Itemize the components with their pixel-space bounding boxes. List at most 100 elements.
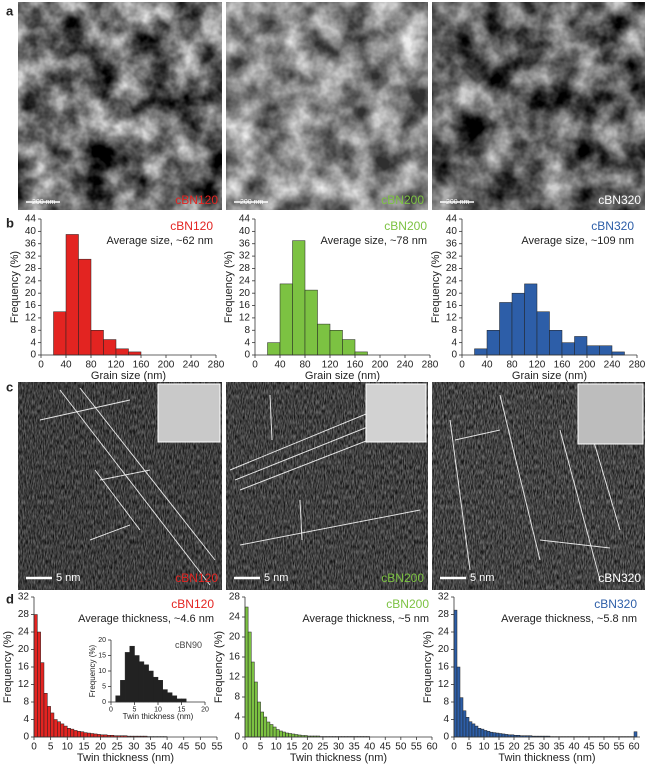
bar [468,721,473,738]
bar [275,729,280,738]
sample-label: cBN200 [381,571,424,585]
x-tick-label: 10 [478,742,490,753]
y-tick-label: 12 [239,313,251,324]
bar [138,661,145,703]
x-tick-label: 40 [568,742,580,753]
x-tick-label: 20 [201,707,209,714]
x-axis-label: Grain size (nm) [305,370,380,382]
bar [536,311,550,356]
bar [53,719,58,738]
bar [53,311,67,356]
y-tick-label: 24 [18,627,30,638]
y-axis-label: Frequency (%) [213,631,225,703]
y-tick-label: 20 [446,288,458,299]
bar [77,731,81,738]
bar [611,351,625,356]
tem-texture [226,2,428,210]
y-tick-label: 8 [23,697,29,708]
bar [120,680,126,703]
bar [292,240,306,356]
x-tick-label: 0 [252,360,258,371]
bar [489,731,494,738]
y-tick-label: 0 [23,732,29,743]
y-tick-label: 24 [239,275,251,286]
bar [60,723,65,738]
bar [244,606,249,738]
bar [477,728,482,738]
bar [524,283,538,356]
x-tick-label: 15 [286,742,298,753]
y-axis-label: Frequency (%) [88,644,97,697]
annotation: Average thickness, ~4.6 nm [78,613,214,625]
bar [90,330,104,356]
x-axis-label: Twin thickness (nm) [498,752,595,764]
sample-label: cBN120 [175,571,218,585]
y-tick-label: 12 [446,313,458,324]
bar [167,692,173,703]
annotation: Average size, ~78 nm [321,235,428,247]
y-tick-label: 44 [25,214,37,225]
x-tick-label: 45 [583,742,595,753]
bar [37,631,41,738]
chart-title: cBN200 [386,597,429,611]
y-tick-label: 44 [446,214,458,225]
y-tick-label: 10 [98,668,106,675]
y-tick-label: 24 [446,275,458,286]
y-tick-label: 16 [239,300,251,311]
x-tick-label: 10 [154,707,162,714]
bar [498,733,503,738]
x-tick-label: 50 [598,742,610,753]
x-tick-label: 5 [258,742,264,753]
x-tick-label: 5 [133,707,137,714]
bar [43,693,48,738]
y-axis-label: Frequency (%) [9,251,21,323]
x-tick-label: 280 [208,360,225,371]
x-tick-label: 120 [108,360,125,371]
x-tick-label: 5 [466,742,472,753]
x-tick-label: 55 [411,742,423,753]
bar [495,732,500,738]
hrtem-images: 5 nm 5 nm 5 nm cBN120 cBN200 cBN320 [18,382,645,590]
y-tick-label: 16 [25,300,37,311]
bar [483,730,488,738]
scale-label: 5 nm [56,572,80,584]
bar [162,689,168,703]
y-tick-label: 36 [239,238,251,249]
bar [465,717,470,738]
x-tick-label: 15 [493,742,505,753]
bar [93,733,98,738]
bar [143,664,149,703]
y-tick-label: 8 [234,692,240,703]
x-tick-label: 60 [628,742,640,753]
y-tick-label: 28 [438,609,450,620]
bar [86,732,91,738]
bar [148,670,154,703]
y-tick-label: 32 [18,592,30,603]
chart-title: cBN120 [171,597,214,611]
bar [471,723,476,738]
x-tick-label: 45 [380,742,392,753]
sample-label: cBN320 [598,571,641,585]
y-tick-label: 40 [239,226,251,237]
y-tick-label: 40 [25,226,37,237]
x-tick-label: 25 [317,742,329,753]
tem-texture [18,2,222,210]
chart-title: cBN90 [175,640,202,650]
x-tick-label: 40 [60,360,72,371]
x-tick-label: 120 [529,360,546,371]
bar [456,666,461,738]
x-tick-label: 0 [38,360,44,371]
bar [282,731,286,738]
x-tick-label: 60 [426,742,438,753]
y-tick-label: 20 [98,637,106,644]
y-tick-label: 28 [18,609,30,620]
scale-label: 200 nm [446,199,470,206]
y-tick-label: 36 [25,238,37,249]
sample-label: cBN320 [598,193,641,207]
scale-label: 200 nm [240,199,264,206]
inset-image [365,383,427,443]
y-tick-label: 4 [451,337,457,348]
y-tick-label: 28 [25,263,37,274]
bar [124,652,131,703]
x-axis-label: Twin thickness (nm) [290,752,387,764]
